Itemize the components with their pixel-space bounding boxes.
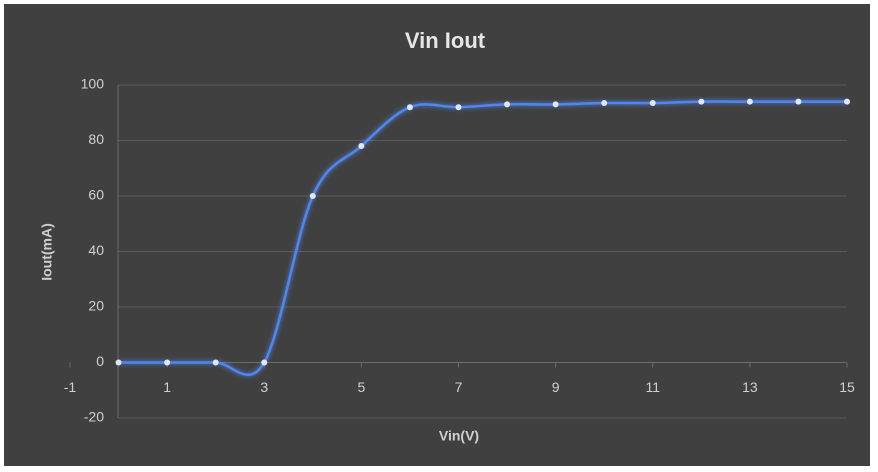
- data-point: [552, 101, 559, 108]
- chart-background: [4, 4, 870, 466]
- data-point: [406, 104, 413, 111]
- chart-title: Vin Iout: [405, 28, 486, 53]
- x-tick-label: -1: [64, 379, 77, 395]
- data-point: [455, 104, 462, 111]
- y-tick-label: 20: [88, 298, 104, 314]
- x-axis-label: Vin(V): [439, 428, 479, 444]
- data-point: [212, 359, 219, 366]
- y-tick-label: 60: [88, 187, 104, 203]
- data-point: [504, 101, 511, 108]
- data-point: [164, 359, 171, 366]
- x-tick-label: 7: [455, 379, 463, 395]
- y-tick-label: 80: [88, 131, 104, 147]
- x-tick-label: 9: [552, 379, 560, 395]
- x-tick-label: 3: [260, 379, 268, 395]
- x-tick-label: 15: [839, 379, 855, 395]
- data-point: [795, 98, 802, 105]
- y-axis-label: Iout(mA): [39, 223, 55, 281]
- y-tick-label: 0: [96, 353, 104, 369]
- y-tick-label: 40: [88, 242, 104, 258]
- data-point: [309, 193, 316, 199]
- data-point: [261, 359, 268, 366]
- data-point: [649, 100, 656, 107]
- data-point: [358, 143, 365, 150]
- data-point: [601, 100, 608, 107]
- y-tick-label: -20: [84, 409, 104, 425]
- data-point: [746, 98, 753, 105]
- data-point: [115, 359, 122, 366]
- data-point: [698, 98, 705, 105]
- data-point: [844, 98, 850, 105]
- x-tick-label: 13: [742, 379, 758, 395]
- x-tick-label: 1: [163, 379, 171, 395]
- x-tick-label: 5: [357, 379, 365, 395]
- y-tick-label: 100: [81, 76, 105, 92]
- x-tick-label: 11: [645, 379, 660, 395]
